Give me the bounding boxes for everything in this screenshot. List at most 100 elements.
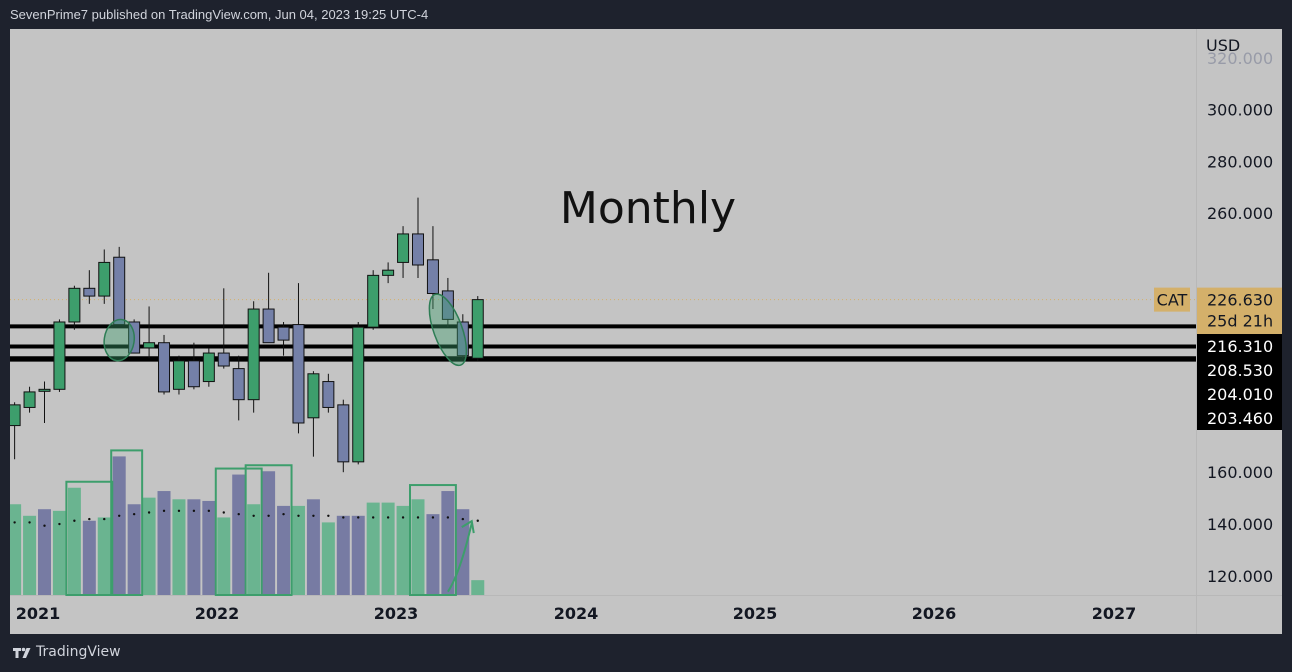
volume-ma-point: [431, 516, 435, 519]
plot-area: [10, 29, 1196, 595]
time-tick-label: 2022: [195, 604, 240, 623]
volume-bar: [187, 499, 201, 595]
chart-panel[interactable]: Monthly USD 120.000 140.000 160.000 260.000 28…: [8, 29, 1282, 634]
volume-arrow: [447, 522, 473, 593]
volume-ma-point: [371, 516, 375, 519]
price-tick-label: 260.000: [1207, 204, 1273, 223]
price-tick-label: 160.000: [1207, 463, 1273, 482]
candle-body: [277, 326, 290, 341]
volume-bar: [232, 474, 246, 595]
candle-body: [441, 290, 454, 320]
time-tick-label: 2027: [1092, 604, 1137, 623]
highlight-ellipse: [103, 318, 136, 362]
volume-ma-point: [222, 511, 225, 514]
volume-highlight-box: [110, 449, 144, 596]
volume-ma-point: [177, 509, 181, 513]
candle-body: [187, 360, 200, 388]
time-tick-label: 2021: [16, 604, 61, 623]
candle-body: [172, 360, 185, 390]
tradingview-brand: TradingView: [36, 644, 121, 660]
volume-bar: [306, 499, 320, 595]
candle-body: [113, 256, 126, 326]
level-tag-bg: [1197, 382, 1282, 406]
volume-bar: [157, 491, 171, 595]
volume-ma-point: [476, 519, 479, 522]
candle-body: [307, 373, 320, 419]
candle-body: [53, 321, 66, 390]
volume-bar: [8, 504, 22, 595]
volume-ma-point: [267, 514, 270, 517]
price-chart[interactable]: Monthly USD 120.000 140.000 160.000 260.000 28…: [8, 29, 1282, 634]
volume-ma-point: [401, 516, 405, 519]
candle-body: [426, 259, 439, 294]
volume-ma-point: [252, 514, 255, 517]
volume-ma-point: [58, 522, 61, 526]
volume-ma-point: [312, 514, 315, 517]
candle-body: [232, 368, 245, 401]
volume-bar: [38, 509, 51, 595]
volume-ma-point: [461, 517, 465, 521]
volume-bar: [471, 580, 485, 595]
volume-arrow-head: [461, 519, 475, 534]
volume-bar: [336, 515, 350, 595]
volume-highlight-box: [244, 464, 293, 596]
volume-bar: [52, 510, 66, 595]
tradingview-logo-icon: [13, 647, 31, 658]
volume-bar: [381, 502, 395, 595]
volume-highlight-box: [409, 484, 457, 596]
publish-header: SevenPrime7 published on TradingView.com…: [0, 0, 1292, 29]
volume-bar: [97, 517, 111, 595]
current-price-value: 226.630: [1207, 291, 1273, 310]
highlight-ellipse: [428, 293, 468, 367]
volume-ma-point: [342, 516, 345, 519]
candle-body: [247, 308, 260, 401]
volume-ma-point: [28, 521, 31, 524]
candle-body: [382, 269, 395, 276]
volume-bar: [67, 487, 81, 595]
volume-ma-point: [73, 519, 76, 522]
volume-ma-point: [118, 514, 121, 517]
candle-body: [23, 391, 36, 408]
symbol-tag-bg: [1154, 287, 1190, 312]
symbol-tag: CAT: [1157, 291, 1188, 310]
price-tick-label-partial: 320.000: [1207, 49, 1273, 68]
time-axis-area: [10, 595, 1282, 634]
currency-label: USD: [1206, 36, 1240, 55]
volume-highlight-box: [65, 480, 114, 596]
volume-bar: [351, 515, 365, 595]
volume-bar: [82, 520, 96, 595]
volume-bar: [426, 514, 440, 595]
candle-body: [262, 308, 275, 344]
candle-body: [322, 381, 335, 408]
volume-ma-point: [43, 524, 46, 527]
time-tick-label: 2023: [374, 604, 419, 623]
candle-body: [471, 299, 484, 359]
volume-ma-point: [132, 512, 136, 516]
level-tag-value: 216.310: [1207, 337, 1273, 356]
volume-bar: [456, 509, 470, 595]
volume-ma-point: [147, 511, 151, 514]
volume-ma-point: [88, 517, 91, 521]
time-tick-label: 2026: [912, 604, 957, 623]
price-tick-label: 120.000: [1207, 567, 1273, 586]
time-tick-label: 2025: [733, 604, 778, 623]
volume-ma-point: [192, 509, 196, 513]
volume-bar: [112, 456, 126, 595]
volume-ma-point: [13, 521, 16, 524]
level-tag-bg: [1197, 334, 1282, 358]
volume-bar: [366, 502, 380, 595]
volume-ma-point: [327, 514, 330, 517]
volume-ma-point: [297, 514, 300, 517]
volume-highlight-box: [214, 467, 263, 596]
candle-body: [412, 233, 424, 266]
price-tick-label: 300.000: [1207, 101, 1273, 120]
volume-bar: [217, 517, 231, 595]
candle-body: [397, 233, 410, 263]
current-price-tag-bg: [1197, 287, 1282, 336]
level-tag-value: 204.010: [1207, 385, 1273, 404]
volume-bar: [142, 497, 156, 595]
candle-body: [292, 324, 305, 424]
footer-bar: TradingView: [0, 634, 1292, 672]
volume-bar: [172, 499, 186, 595]
candle-body: [83, 287, 96, 297]
